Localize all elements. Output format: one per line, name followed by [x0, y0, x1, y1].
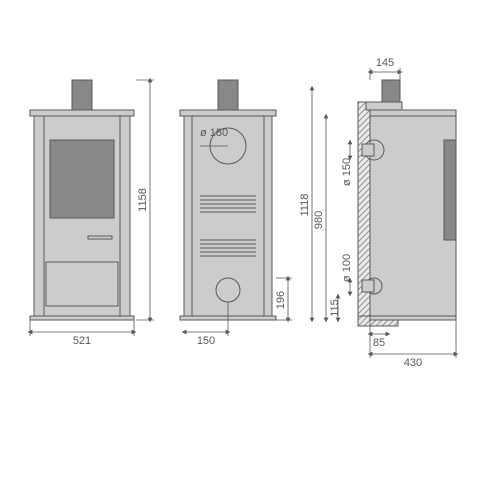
dim-front-width: 521 [73, 335, 91, 347]
front-view: 521 1158 [30, 80, 154, 347]
dim-side-430: 430 [404, 357, 422, 369]
dim-side-980: 980 [313, 211, 325, 229]
dim-side-100: ø 100 [341, 254, 353, 282]
side-view: 145 ø 150 ø 100 115 980 1118 85 430 [299, 57, 456, 369]
technical-drawing: 521 1158 [0, 0, 500, 500]
dim-side-150: ø 150 [341, 158, 353, 186]
dim-side-1118: 1118 [299, 194, 311, 217]
dim-back-196: 196 [275, 291, 287, 309]
back-view: ø 180 150 196 [180, 80, 292, 347]
dim-side-145: 145 [376, 57, 394, 69]
dim-pipe-180: ø 180 [200, 127, 228, 139]
dim-front-height: 1158 [137, 188, 149, 212]
dim-back-150: 150 [197, 335, 215, 347]
dim-side-115: 115 [329, 299, 341, 317]
dim-side-85: 85 [373, 337, 385, 349]
